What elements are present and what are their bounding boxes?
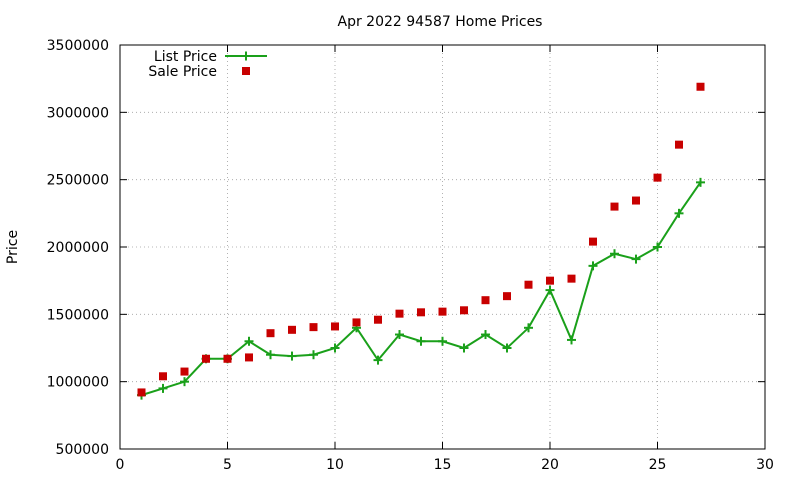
y-tick-label: 500000 (56, 442, 109, 458)
x-tick-label: 25 (649, 457, 667, 473)
point-sale-price (632, 196, 640, 205)
point-sale-price (180, 367, 189, 376)
point-sale-price (202, 354, 210, 363)
point-list-price (395, 330, 404, 340)
point-list-price (266, 350, 275, 360)
point-sale-price (524, 280, 533, 289)
point-list-price (180, 377, 189, 387)
point-sale-price (331, 322, 339, 331)
y-tick-label: 3500000 (47, 38, 109, 54)
plot-frame (119, 44, 766, 450)
point-list-price (158, 383, 168, 393)
x-tick-label: 20 (541, 457, 559, 473)
y-tick-label: 3000000 (47, 105, 109, 121)
point-list-price (631, 254, 641, 264)
series-line-list-price (141, 181, 702, 397)
point-sale-price (245, 353, 253, 362)
point-sale-price (309, 323, 318, 332)
x-tick-label: 10 (326, 457, 344, 473)
point-list-price (287, 351, 297, 361)
point-list-price (567, 335, 576, 345)
point-list-price (588, 261, 598, 271)
point-list-price (459, 343, 469, 353)
point-sale-price (503, 292, 511, 301)
point-list-price (244, 336, 254, 346)
x-tick-label: 30 (756, 457, 774, 473)
chart-title: Apr 2022 94587 Home Prices (338, 14, 543, 30)
point-sale-price (159, 372, 167, 381)
point-list-price (674, 208, 684, 218)
x-tick-label: 0 (116, 457, 125, 473)
point-list-price (438, 336, 447, 346)
point-list-price (502, 343, 512, 353)
legend-sample-list-price-marker (241, 51, 251, 61)
point-sale-price (696, 82, 705, 91)
point-list-price (416, 336, 426, 346)
point-sale-price (288, 325, 296, 334)
y-axis-label: Price (5, 230, 21, 264)
point-sale-price (589, 237, 597, 246)
point-list-price (653, 242, 662, 252)
point-list-price (545, 285, 555, 295)
grid-lines (120, 45, 765, 449)
y-tick-label: 2500000 (47, 173, 109, 189)
point-sale-price (352, 318, 361, 327)
point-sale-price (675, 140, 683, 149)
y-tick-label: 1500000 (47, 307, 109, 323)
point-list-price (524, 323, 533, 333)
point-sale-price (438, 307, 447, 316)
legend-label-list-price: List Price (154, 49, 217, 65)
point-list-price (309, 350, 318, 360)
data-series (137, 82, 705, 400)
y-tick-label: 2000000 (47, 240, 109, 256)
legend-sample-sale-price-marker (242, 67, 250, 75)
point-sale-price (460, 306, 468, 315)
point-list-price (610, 249, 619, 259)
point-sale-price (546, 276, 554, 285)
tick-labels: 0 5 10 15 20 25 30 500000 1000000 1500000 2000000 2… (47, 38, 774, 473)
point-list-price (696, 177, 705, 187)
y-tick-label: 1000000 (47, 375, 109, 391)
point-list-price (373, 355, 383, 365)
point-sale-price (481, 296, 490, 305)
point-sale-price (395, 309, 404, 318)
point-sale-price (137, 388, 146, 397)
point-sale-price (266, 329, 275, 338)
point-sale-price (653, 173, 662, 182)
point-sale-price (223, 354, 232, 363)
point-sale-price (417, 308, 425, 317)
point-sale-price (374, 315, 382, 324)
legend-label-sale-price: Sale Price (148, 64, 217, 80)
legend: List Price Sale Price (148, 49, 267, 80)
point-list-price (330, 343, 340, 353)
point-sale-price (567, 274, 576, 283)
x-tick-label: 15 (434, 457, 452, 473)
point-list-price (481, 330, 490, 340)
x-tick-label: 5 (223, 457, 232, 473)
point-sale-price (610, 202, 619, 211)
